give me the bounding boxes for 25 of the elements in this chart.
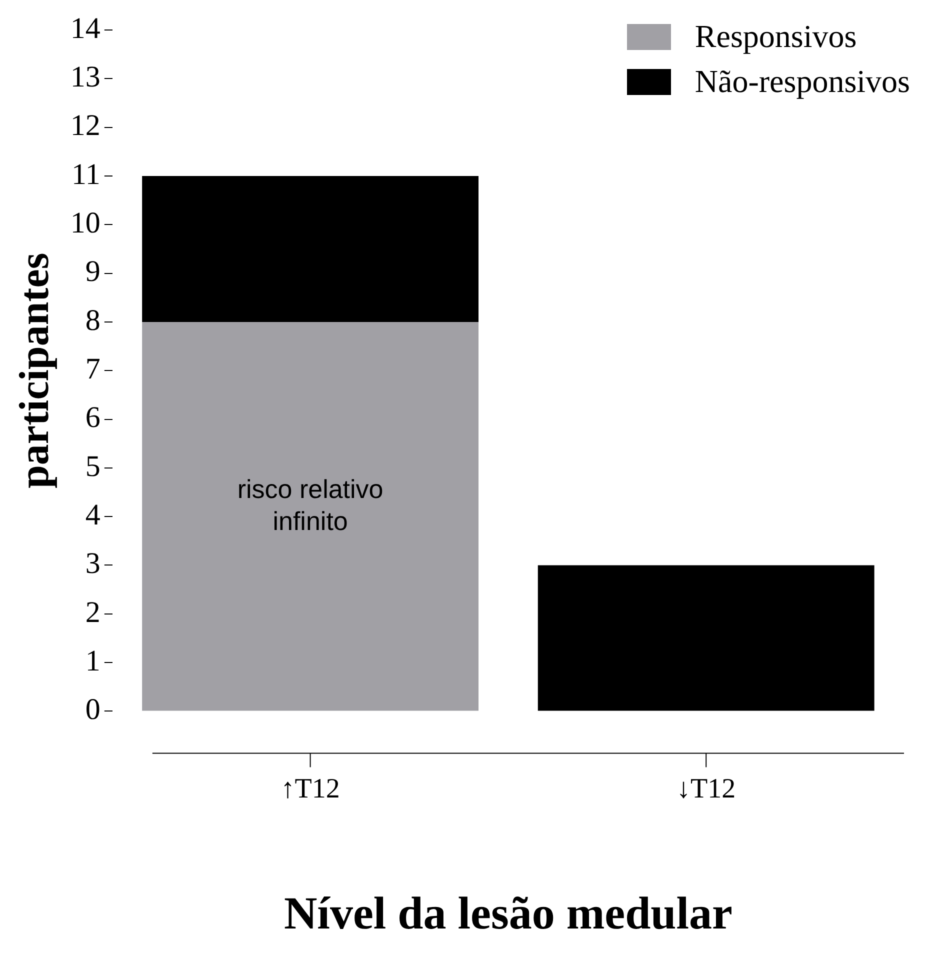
y-tick-label: 0 — [85, 693, 100, 726]
y-tick-label: 1 — [85, 644, 100, 678]
y-tick-label: 2 — [85, 596, 100, 629]
y-tick-label: 7 — [85, 352, 100, 386]
y-tick-label: 13 — [70, 60, 100, 94]
annotation: risco relativo infinito — [237, 474, 384, 536]
bar — [538, 565, 874, 711]
y-tick-label: 11 — [72, 158, 100, 191]
y-tick-label: 10 — [70, 206, 100, 240]
bar — [142, 176, 479, 322]
x-tick-label: ↓T12 — [676, 773, 736, 804]
y-tick-label: 8 — [85, 304, 100, 337]
y-tick-label: 9 — [85, 255, 100, 288]
y-tick-label: 5 — [85, 450, 100, 483]
x-tick-label: ↑T12 — [280, 773, 340, 804]
bar — [142, 322, 479, 711]
y-tick-label: 6 — [85, 401, 100, 434]
legend-label: Responsivos — [694, 18, 857, 55]
y-tick-label: 3 — [85, 547, 100, 580]
y-tick-label: 14 — [70, 12, 100, 45]
y-tick-label: 12 — [70, 109, 100, 142]
x-axis-title: Nível da lesão medular — [284, 887, 732, 938]
legend-label: Não-responsivos — [694, 63, 910, 100]
y-axis-title: participantes — [12, 252, 58, 488]
y-tick-label: 4 — [85, 498, 100, 532]
